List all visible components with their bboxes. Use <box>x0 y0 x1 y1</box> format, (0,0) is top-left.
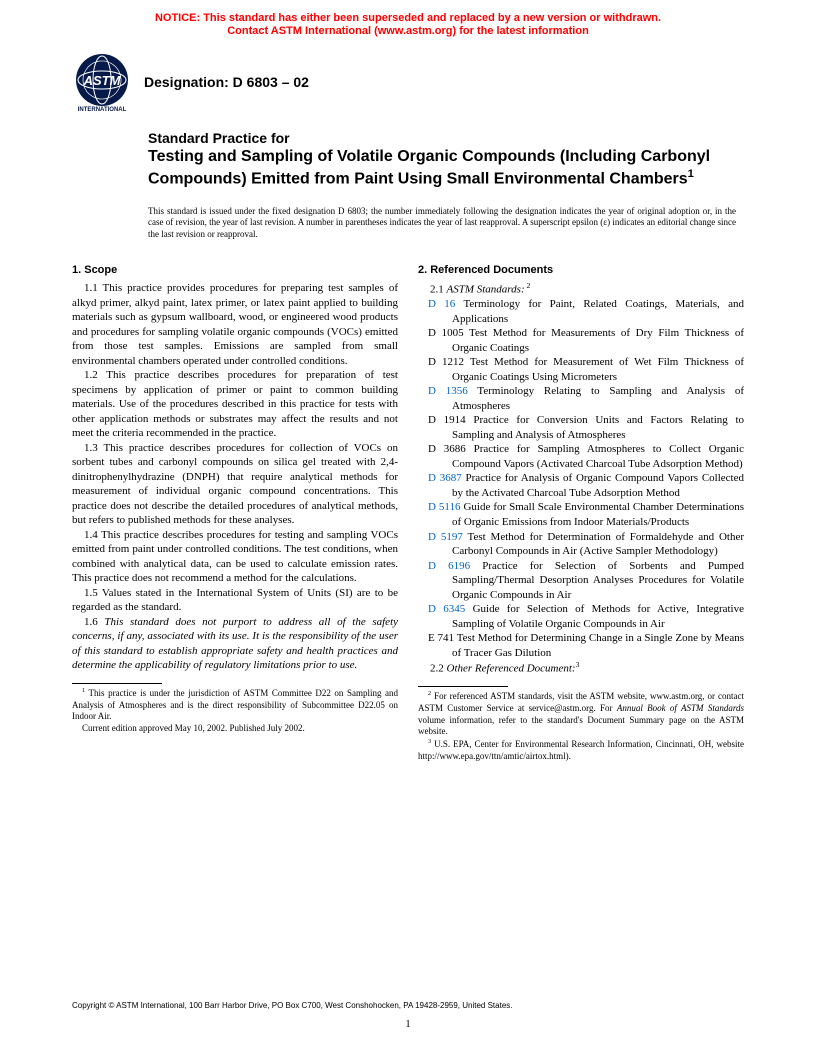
notice-line1: NOTICE: This standard has either been su… <box>155 12 661 24</box>
body-columns: 1. Scope 1.1 This practice provides proc… <box>0 241 816 763</box>
ref-text: Terminology for Paint, Related Coatings,… <box>452 298 744 325</box>
svg-text:INTERNATIONAL: INTERNATIONAL <box>78 107 127 112</box>
ref-item: D 5197 Test Method for Determination of … <box>418 530 744 559</box>
ref-code: D 1212 <box>428 356 464 368</box>
refs-sub1: 2.1 ASTM Standards: 2 <box>418 281 744 297</box>
footnote-3: 3 U.S. EPA, Center for Environmental Res… <box>418 738 744 762</box>
ref-link[interactable]: D 16 <box>428 298 455 310</box>
title-super: 1 <box>688 168 694 180</box>
scope-p1: 1.1 This practice provides procedures fo… <box>72 281 398 368</box>
ref-item: D 6196 Practice for Selection of Sorbent… <box>418 559 744 603</box>
ref-item: D 1356 Terminology Relating to Sampling … <box>418 384 744 413</box>
ref-text: Practice for Analysis of Organic Compoun… <box>452 472 744 499</box>
title-main-text: Testing and Sampling of Volatile Organic… <box>148 148 710 187</box>
ref-text: Guide for Selection of Methods for Activ… <box>452 603 744 630</box>
scope-p5: 1.5 Values stated in the International S… <box>72 586 398 615</box>
title-prefix: Standard Practice for <box>148 130 736 147</box>
ref-link[interactable]: D 3687 <box>428 472 462 484</box>
page-number: 1 <box>0 1018 816 1030</box>
ref-link[interactable]: D 6196 <box>428 560 470 572</box>
ref-link[interactable]: D 5116 <box>428 501 461 513</box>
designation-text: Designation: D 6803 – 02 <box>144 74 309 90</box>
refs-sub2: 2.2 Other Referenced Document:3 <box>418 660 744 676</box>
ref-link[interactable]: D 6345 <box>428 603 465 615</box>
footnote-2: 2 For referenced ASTM standards, visit t… <box>418 690 744 738</box>
scope-p6: 1.6 This standard does not purport to ad… <box>72 615 398 673</box>
footnote-1b: Current edition approved May 10, 2002. P… <box>72 723 398 735</box>
scope-p4: 1.4 This practice describes procedures f… <box>72 528 398 586</box>
ref-text: Guide for Small Scale Environmental Cham… <box>452 501 744 528</box>
astm-logo: ASTM INTERNATIONAL <box>72 52 132 112</box>
ref-text: Test Method for Determining Change in a … <box>452 632 744 659</box>
footnote-1: 1 This practice is under the jurisdictio… <box>72 687 398 723</box>
ref-code: D 1914 <box>428 414 466 426</box>
ref-text: Test Method for Measurement of Wet Film … <box>452 356 744 383</box>
refs-heading: 2. Referenced Documents <box>418 263 744 278</box>
ref-link[interactable]: D 1356 <box>428 385 468 397</box>
ref-text: Practice for Selection of Sorbents and P… <box>452 560 744 601</box>
header-row: ASTM INTERNATIONAL Designation: D 6803 –… <box>0 46 816 116</box>
scope-p2: 1.2 This practice describes procedures f… <box>72 368 398 441</box>
ref-list: D 16 Terminology for Paint, Related Coat… <box>418 297 744 660</box>
svg-text:ASTM: ASTM <box>83 73 122 88</box>
footnote-rule-left <box>72 683 162 684</box>
copyright-text: Copyright © ASTM International, 100 Barr… <box>72 1001 513 1010</box>
ref-text: Practice for Conversion Units and Factor… <box>452 414 744 441</box>
title-block: Standard Practice for Testing and Sampli… <box>0 116 816 193</box>
ref-text: Practice for Sampling Atmospheres to Col… <box>452 443 744 470</box>
notice-banner: NOTICE: This standard has either been su… <box>0 0 816 46</box>
notice-line2: Contact ASTM International (www.astm.org… <box>227 25 589 37</box>
ref-code: D 3686 <box>428 443 466 455</box>
ref-item: D 3687 Practice for Analysis of Organic … <box>418 471 744 500</box>
ref-item: D 1005 Test Method for Measurements of D… <box>418 326 744 355</box>
left-column: 1. Scope 1.1 This practice provides proc… <box>72 263 398 763</box>
scope-p3: 1.3 This practice describes procedures f… <box>72 441 398 528</box>
ref-code: D 1005 <box>428 327 464 339</box>
ref-item: D 6345 Guide for Selection of Methods fo… <box>418 602 744 631</box>
ref-item: D 16 Terminology for Paint, Related Coat… <box>418 297 744 326</box>
ref-text: Terminology Relating to Sampling and Ana… <box>452 385 744 412</box>
ref-item: D 3686 Practice for Sampling Atmospheres… <box>418 442 744 471</box>
ref-text: Test Method for Measurements of Dry Film… <box>452 327 744 354</box>
right-column: 2. Referenced Documents 2.1 ASTM Standar… <box>418 263 744 763</box>
ref-item: D 1914 Practice for Conversion Units and… <box>418 413 744 442</box>
scope-heading: 1. Scope <box>72 263 398 278</box>
issuance-note: This standard is issued under the fixed … <box>0 194 816 241</box>
title-main: Testing and Sampling of Volatile Organic… <box>148 147 736 189</box>
ref-item: E 741 Test Method for Determining Change… <box>418 631 744 660</box>
ref-code: E 741 <box>428 632 454 644</box>
ref-link[interactable]: D 5197 <box>428 531 463 543</box>
ref-item: D 5116 Guide for Small Scale Environment… <box>418 500 744 529</box>
ref-item: D 1212 Test Method for Measurement of We… <box>418 355 744 384</box>
footnote-rule-right <box>418 686 508 687</box>
ref-text: Test Method for Determination of Formald… <box>452 531 744 558</box>
